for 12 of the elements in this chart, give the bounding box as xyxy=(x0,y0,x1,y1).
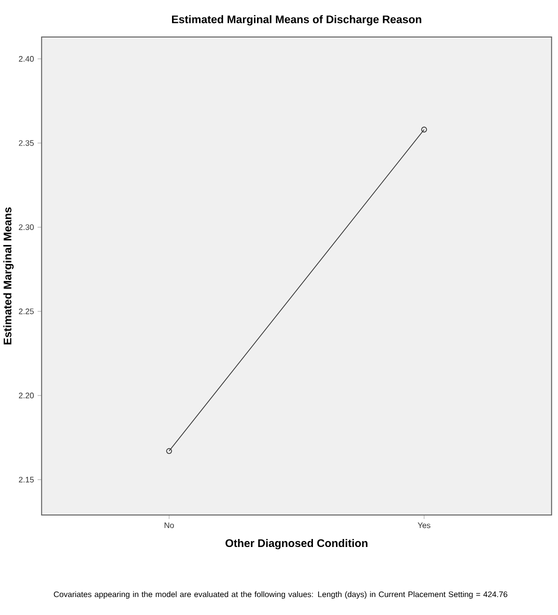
y-tick-label: 2.30 xyxy=(19,224,34,230)
x-tick-label: No xyxy=(164,522,174,528)
x-axis-title: Other Diagnosed Condition xyxy=(226,538,368,550)
y-axis-title: Estimated Marginal Means xyxy=(4,207,14,344)
y-tick-label: 2.20 xyxy=(19,392,34,398)
y-tick-label: 2.35 xyxy=(19,140,34,146)
y-tick-label: 2.25 xyxy=(19,308,34,314)
text: Covariates appearing in the model are evaluated at the following values: Length (days) in Current Placement Setting = 424.76 xyxy=(54,591,508,599)
y-tick-label: 2.15 xyxy=(19,476,34,482)
y-tick-label: 2.40 xyxy=(19,56,34,62)
x-tick-label: Yes xyxy=(418,522,431,528)
chart-title: Estimated Marginal Means of Discharge Reason xyxy=(172,15,422,26)
